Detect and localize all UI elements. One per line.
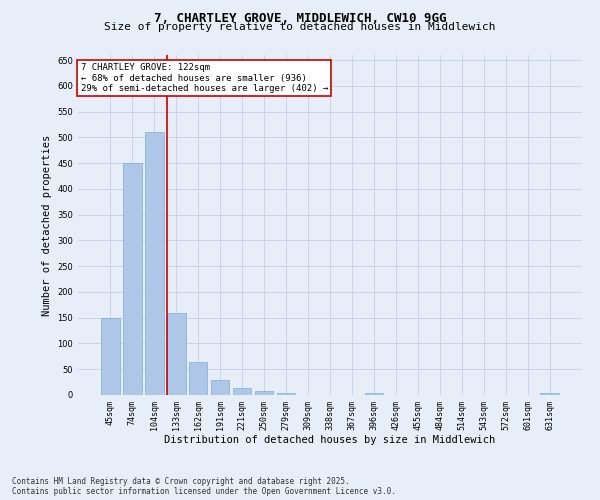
Bar [233,388,251,395]
Bar [101,318,119,395]
Bar [541,393,559,395]
Bar [145,132,164,395]
Bar [123,163,142,395]
Bar [365,393,383,395]
Text: Contains HM Land Registry data © Crown copyright and database right 2025.
Contai: Contains HM Land Registry data © Crown c… [12,476,396,496]
Bar [189,362,208,395]
Bar [211,380,229,395]
Bar [277,394,295,395]
Bar [255,392,274,395]
Y-axis label: Number of detached properties: Number of detached properties [42,134,52,316]
X-axis label: Distribution of detached houses by size in Middlewich: Distribution of detached houses by size … [164,436,496,446]
Text: Size of property relative to detached houses in Middlewich: Size of property relative to detached ho… [104,22,496,32]
Text: 7 CHARTLEY GROVE: 122sqm
← 68% of detached houses are smaller (936)
29% of semi-: 7 CHARTLEY GROVE: 122sqm ← 68% of detach… [80,64,328,94]
Text: 7, CHARTLEY GROVE, MIDDLEWICH, CW10 9GG: 7, CHARTLEY GROVE, MIDDLEWICH, CW10 9GG [154,12,446,26]
Bar [167,312,185,395]
